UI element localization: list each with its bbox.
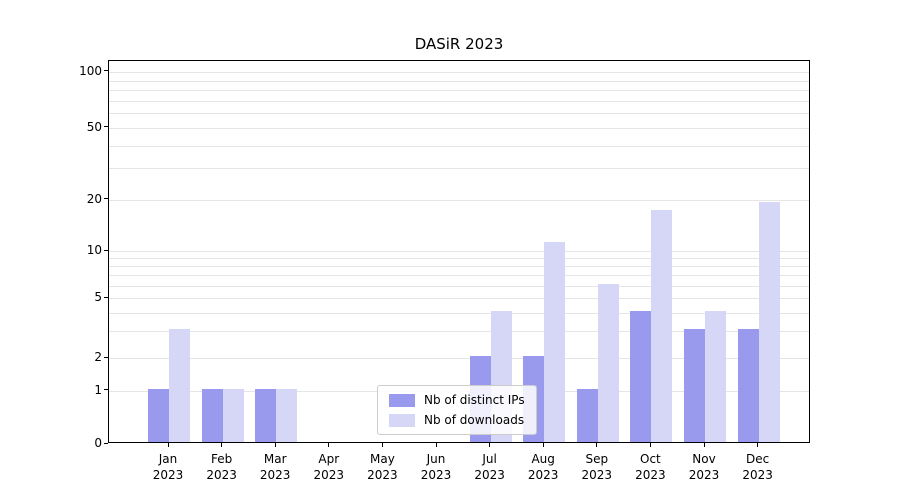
bar-distinct-ips — [737, 329, 759, 442]
gridline — [109, 312, 809, 314]
gridline — [109, 258, 809, 260]
chart-title: DASiR 2023 — [414, 35, 504, 53]
x-tick-label: Oct 2023 — [635, 452, 666, 482]
x-tick-mark — [167, 443, 169, 447]
y-tick-mark — [104, 296, 108, 298]
gridline — [109, 100, 809, 102]
x-tick-mark — [489, 443, 491, 447]
x-tick-label: Mar 2023 — [259, 452, 291, 482]
gridline — [109, 113, 809, 115]
x-tick-mark — [757, 443, 759, 447]
plot-area: Nb of distinct IPs Nb of downloads — [108, 60, 810, 443]
x-tick-mark — [649, 443, 651, 447]
x-tick-label: Jul 2023 — [474, 452, 505, 482]
y-tick-label: 0 — [94, 436, 102, 450]
x-tick-label: Sep 2023 — [581, 452, 613, 482]
y-tick-mark — [104, 126, 108, 128]
bar-distinct-ips — [148, 389, 169, 442]
x-tick-mark — [381, 443, 383, 447]
y-tick-label: 100 — [79, 63, 102, 78]
x-tick-label: Apr 2023 — [313, 452, 345, 482]
y-tick-label: 20 — [86, 191, 102, 206]
y-tick-label: 2 — [94, 350, 102, 365]
bar-downloads — [597, 283, 619, 442]
gridline — [109, 199, 809, 201]
legend-label-downloads: Nb of downloads — [424, 413, 525, 427]
bar-distinct-ips — [684, 329, 705, 442]
y-tick-mark — [104, 442, 108, 444]
bar-distinct-ips — [630, 310, 652, 442]
gridline — [109, 275, 809, 277]
y-tick-label: 5 — [94, 290, 102, 304]
gridline — [109, 266, 809, 268]
x-tick-mark — [328, 443, 330, 447]
legend-entry-downloads: Nb of downloads — [389, 413, 525, 427]
x-tick-mark — [542, 443, 544, 447]
x-tick-label: Jan 2023 — [152, 452, 184, 482]
x-tick-label: Aug 2023 — [527, 452, 559, 482]
gridline — [109, 168, 809, 170]
gridline — [109, 298, 809, 299]
legend: Nb of distinct IPs Nb of downloads — [377, 385, 537, 435]
legend-swatch-downloads — [389, 413, 415, 427]
bar-distinct-ips — [576, 389, 598, 442]
x-tick-label: Dec 2023 — [742, 452, 773, 482]
legend-swatch-distinct-ips — [389, 393, 415, 407]
gridline — [109, 80, 809, 82]
bar-downloads — [169, 329, 190, 442]
gridline — [109, 145, 809, 147]
legend-entry-distinct-ips: Nb of distinct IPs — [389, 393, 525, 407]
y-tick-mark — [104, 389, 108, 391]
y-tick-label: 1 — [94, 382, 102, 397]
bar-downloads — [222, 389, 244, 442]
x-tick-mark — [435, 443, 437, 447]
x-tick-label: May 2023 — [367, 452, 398, 482]
y-tick-label: 50 — [86, 119, 102, 134]
bar-downloads — [705, 310, 726, 442]
x-tick-mark — [703, 443, 705, 447]
x-tick-label: Nov 2023 — [688, 452, 720, 482]
y-tick-mark — [104, 249, 108, 251]
gridline — [109, 127, 809, 129]
bar-downloads — [276, 389, 298, 442]
bar-distinct-ips — [201, 389, 223, 442]
gridline — [109, 251, 809, 252]
x-tick-mark — [274, 443, 276, 447]
y-tick-mark — [104, 70, 108, 72]
gridline — [109, 358, 809, 360]
legend-label-distinct-ips: Nb of distinct IPs — [424, 393, 525, 407]
y-tick-mark — [104, 198, 108, 200]
x-tick-mark — [221, 443, 223, 447]
x-tick-mark — [596, 443, 598, 447]
gridline — [109, 90, 809, 92]
y-tick-label: 10 — [86, 243, 102, 257]
x-tick-label: Feb 2023 — [206, 452, 237, 482]
bar-downloads — [651, 209, 673, 442]
bar-downloads — [544, 242, 566, 442]
bar-distinct-ips — [255, 389, 277, 442]
gridline — [109, 71, 809, 73]
bar-downloads — [758, 201, 780, 442]
x-tick-label: Jun 2023 — [420, 452, 452, 482]
gridline — [109, 331, 809, 333]
gridline — [109, 285, 809, 287]
y-tick-mark — [104, 356, 108, 358]
